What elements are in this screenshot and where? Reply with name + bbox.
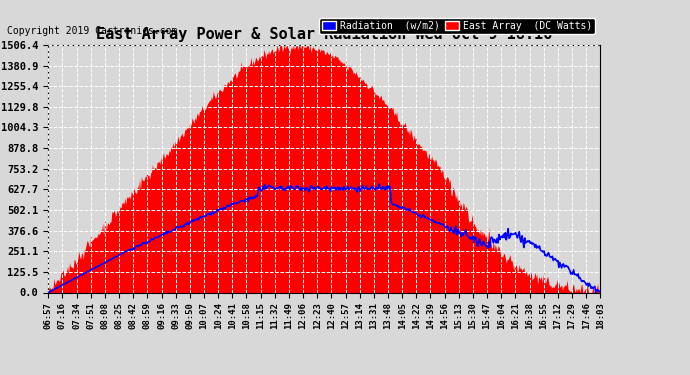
Legend: Radiation  (w/m2), East Array  (DC Watts): Radiation (w/m2), East Array (DC Watts)	[319, 18, 595, 33]
Title: East Array Power & Solar Radiation Wed Oct 9 18:16: East Array Power & Solar Radiation Wed O…	[96, 27, 553, 42]
Text: Copyright 2019 Cartronics.com: Copyright 2019 Cartronics.com	[7, 26, 177, 36]
